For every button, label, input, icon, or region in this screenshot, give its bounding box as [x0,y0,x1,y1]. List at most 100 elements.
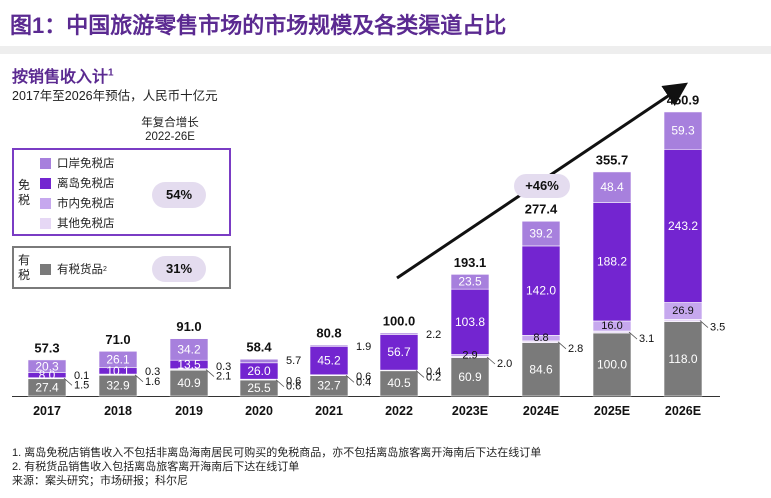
leader-line [557,341,567,350]
bar-label-other: 1.6 [145,376,160,388]
taxed-cagr-badge: 31% [152,256,206,282]
bar-label-downtown: 2.9 [462,349,477,361]
bar-segment [663,111,703,150]
duty-free-cagr-badge: 54% [152,182,206,208]
bar-segment [592,332,632,397]
x-tick-label: 2023E [452,404,488,418]
taxed-legend-box [12,246,231,289]
bar-label-other: 0.6 [286,381,301,393]
bar-label-offshore: 103.8 [455,315,485,329]
bar-label-offshore: 8.0 [39,368,56,382]
bar-total-label: 277.4 [525,202,558,217]
bar-label-downtown: 0.4 [426,366,441,378]
bar-label-port: 34.2 [177,342,201,356]
footnote-2: 2. 有税货品销售收入包括离岛旅客离开海南后下达在线订单 [12,461,300,473]
bar-segment [592,171,632,203]
legend-label: 市内免税店 [57,198,115,210]
bar-label-taxed: 25.5 [247,381,271,395]
bar-label-offshore: 10.1 [106,364,130,378]
legend-item-port: 口岸免税店 [40,155,115,171]
bar-label-downtown: 0.1 [74,370,89,382]
bar-label-offshore: 142.0 [526,284,556,298]
bar-segment [309,345,349,376]
bar-label-offshore: 243.2 [668,219,698,233]
bar-label-downtown: 8.8 [533,332,548,344]
legend-swatch [40,197,51,209]
bar-total-label: 58.4 [246,340,272,355]
x-tick-label: 2017 [33,404,61,418]
bar-segment [663,321,703,397]
bar-segment [309,344,349,347]
bar-label-other: 0.2 [426,371,441,383]
leader-line [699,320,709,328]
legend-swatch [40,177,51,189]
bar-label-downtown: 0.6 [356,371,371,383]
x-tick-label: 2022 [385,404,413,418]
legend-item-downtown: 市内免税店 [40,195,115,211]
bar-segment [521,220,561,247]
subtitle-sup: 1 [108,67,114,79]
bar-total-label: 100.0 [383,314,416,329]
leader-line [63,377,73,386]
bar-label-taxed: 118.0 [668,352,697,366]
bar-label-offshore: 13.5 [177,357,201,371]
bar-label-taxed: 32.9 [106,379,130,393]
bar-label-taxed: 84.6 [529,362,553,376]
bar-segment [169,338,209,361]
bar-segment [379,332,419,335]
chart-subnote: 2017年至2026年预估，人民币十亿元 [12,89,218,103]
x-tick-label: 2025E [594,404,630,418]
bar-label-downtown: 0.6 [286,375,301,387]
growth-badge: +46% [514,174,570,198]
bar-label-offshore: 188.2 [597,255,627,269]
bar-total-label: 80.8 [316,326,341,341]
bar-label-taxed: 100.0 [597,358,627,372]
bar-label-downtown: 0.3 [216,361,231,373]
bar-segment [521,245,561,336]
x-tick-label: 2019 [175,404,203,418]
bar-label-other: 2.8 [568,343,583,355]
taxed-group-label: 有税 [18,253,31,282]
bar-label-port: 48.4 [600,180,624,194]
x-tick-label: 2020 [245,404,273,418]
cagr-header: 年复合增长 2022-26E [140,116,200,144]
page-title: 图1：中国旅游零售市场的市场规模及各类渠道占比 [10,13,507,38]
x-tick-label: 2026E [665,404,701,418]
legend-swatch [40,157,51,169]
bar-segment [27,359,67,373]
x-tick-label: 2021 [315,404,343,418]
bar-segment [98,350,138,369]
bar-total-label: 193.1 [454,255,487,270]
bar-label-other: 2.1 [216,371,231,383]
bar-label-port: 20.3 [35,359,59,373]
bar-segment [521,342,561,397]
legend-label: 其他免税店 [57,218,115,230]
cagr-header-line2: 2022-26E [145,131,195,143]
bar-label-other: 0.4 [356,376,371,388]
bar-total-label: 91.0 [176,319,201,334]
legend-item-taxed: 有税货品 2 [40,261,107,277]
bar-segment [169,369,209,397]
leader-line [628,331,638,340]
bar-segment [663,319,703,322]
legend-sup: 2 [103,265,107,273]
leader-line [205,369,215,377]
bar-label-taxed: 40.9 [177,376,201,390]
bar-total-label: 355.7 [596,152,629,167]
bar-segment [450,357,490,397]
bar-label-downtown: 0.3 [145,366,160,378]
bar-label-downtown: 16.0 [601,320,622,332]
bar-total-label: 57.3 [34,340,59,355]
footnote-source: 来源：案头研究；市场研报；科尔尼 [12,475,188,487]
x-tick-label: 2018 [104,404,132,418]
bar-label-offshore: 45.2 [317,354,341,368]
bar-label-port: 39.2 [529,227,553,241]
bar-label-downtown: 26.9 [672,305,693,317]
bar-label-other: 3.1 [639,333,654,345]
bar-label-taxed: 27.4 [35,380,59,394]
duty-free-legend-box [12,148,231,236]
bar-label-taxed: 40.5 [387,376,411,390]
subtitle-text: 按销售收入计 [12,69,109,86]
bar-label-offshore: 26.0 [247,364,271,378]
